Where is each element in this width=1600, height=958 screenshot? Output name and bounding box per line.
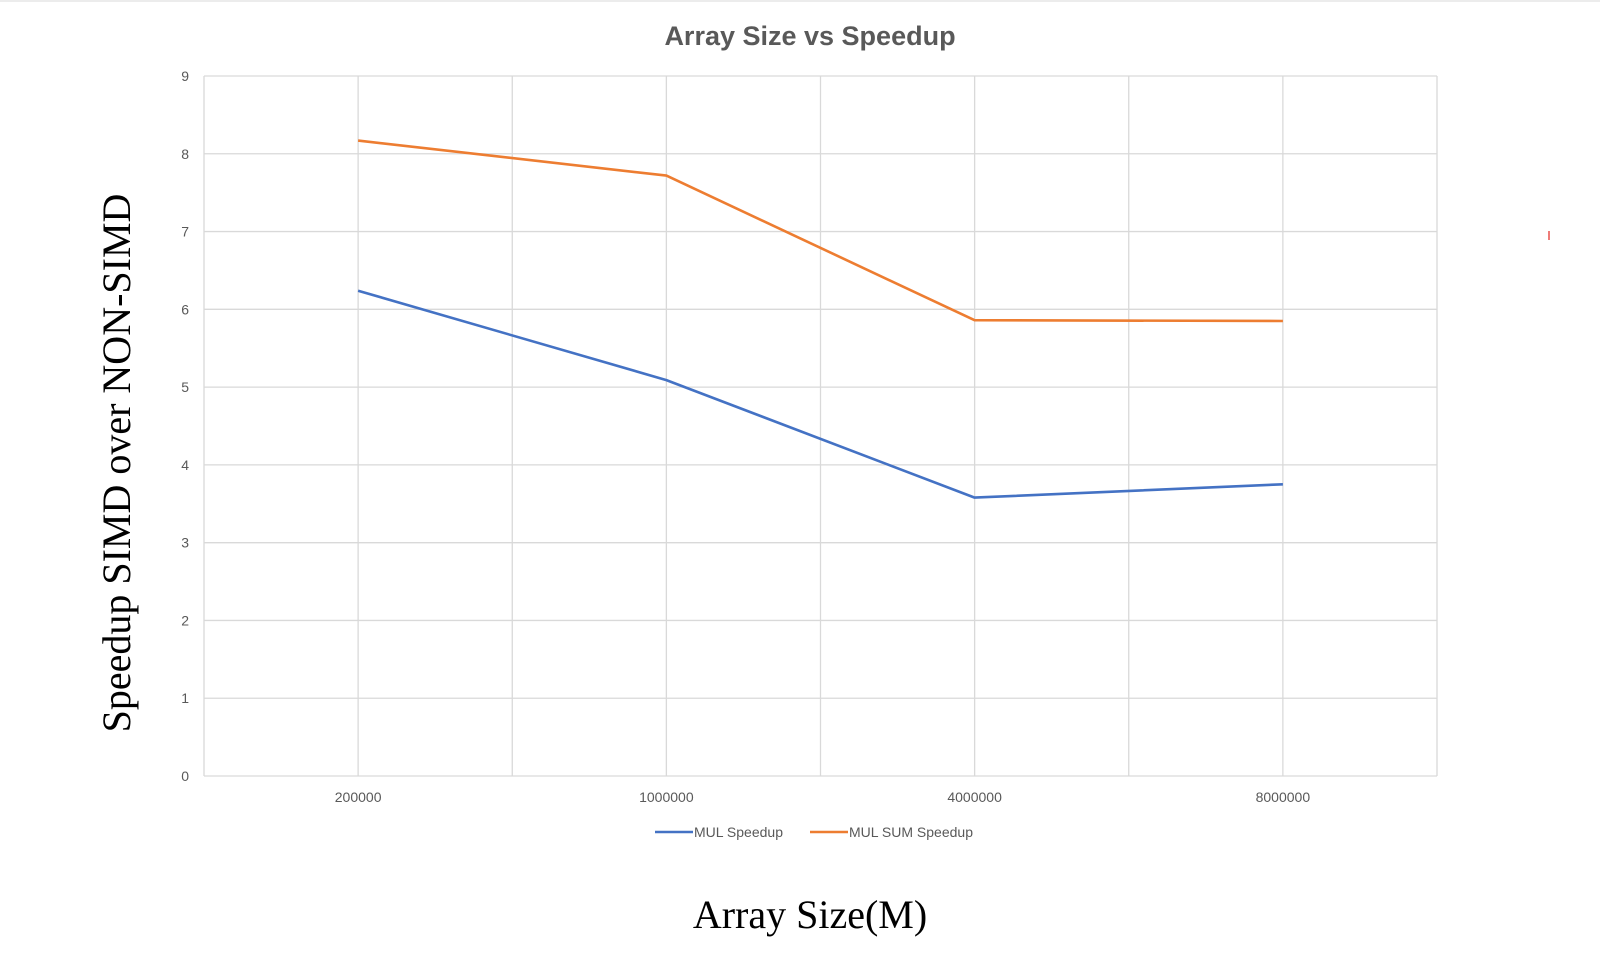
legend-label-mul-speedup: MUL Speedup — [694, 824, 783, 840]
x-axis-ticks: 200000 1000000 4000000 8000000 — [335, 789, 1311, 805]
y-tick-label: 7 — [181, 224, 189, 240]
y-tick-label: 6 — [181, 301, 189, 317]
x-tick-label: 1000000 — [639, 789, 694, 805]
series-line-1 — [357, 139, 1283, 323]
legend: MUL Speedup MUL SUM Speedup — [655, 824, 973, 840]
legend-label-mul-sum-speedup: MUL SUM Speedup — [849, 824, 973, 840]
gridlines — [203, 75, 1438, 777]
y-axis-label: Speedup SIMD over NON-SIMD — [94, 194, 139, 733]
x-axis-label: Array Size(M) — [693, 892, 927, 937]
x-tick-label: 8000000 — [1256, 789, 1311, 805]
chart-title: Array Size vs Speedup — [664, 21, 955, 51]
x-tick-label: 200000 — [335, 789, 382, 805]
y-tick-label: 1 — [181, 690, 189, 706]
y-tick-label: 8 — [181, 146, 189, 162]
y-tick-label: 5 — [181, 379, 189, 395]
y-axis-ticks: 0 1 2 3 4 5 6 7 8 9 — [181, 68, 189, 784]
y-tick-label: 4 — [181, 457, 189, 473]
y-tick-label: 0 — [181, 768, 189, 784]
y-tick-label: 9 — [181, 68, 189, 84]
y-tick-label: 2 — [181, 612, 189, 628]
x-tick-label: 4000000 — [947, 789, 1002, 805]
series-line-0 — [357, 289, 1283, 499]
series-lines — [357, 139, 1283, 499]
y-tick-label: 3 — [181, 535, 189, 551]
